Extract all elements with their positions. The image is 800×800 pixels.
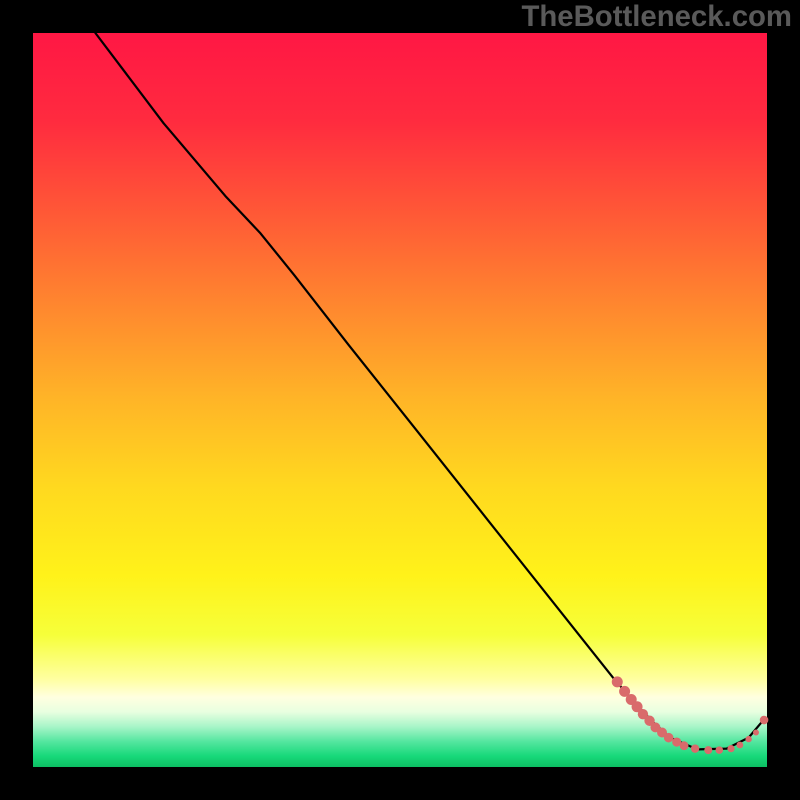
- attribution-text: TheBottleneck.com: [521, 0, 792, 34]
- plot-area: [33, 33, 767, 767]
- outer-frame: TheBottleneck.com: [0, 0, 800, 800]
